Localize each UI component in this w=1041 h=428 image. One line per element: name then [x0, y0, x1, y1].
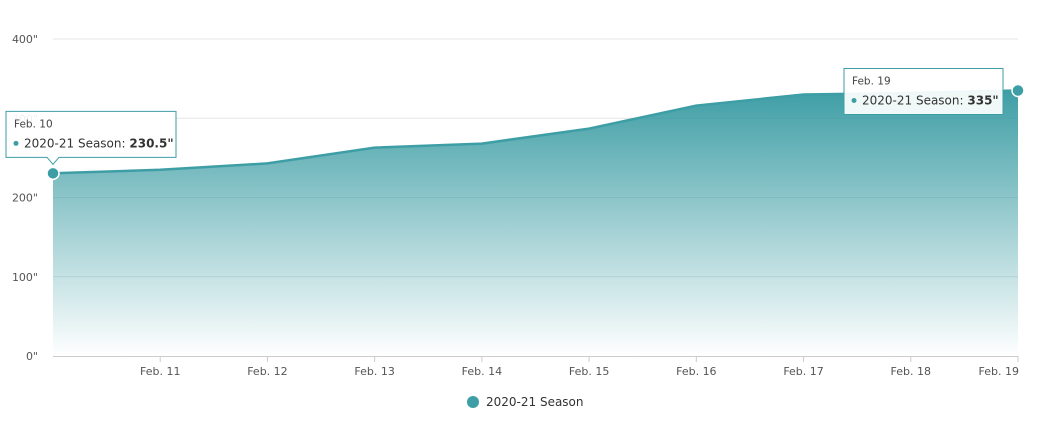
tooltip-date: Feb. 19 [852, 76, 891, 88]
legend-label: 2020-21 Season [486, 395, 584, 409]
x-tick-label: Feb. 18 [891, 365, 931, 378]
x-tick-label: Feb. 13 [354, 365, 394, 378]
tooltip-box [5, 110, 177, 166]
tooltip-box [843, 68, 1004, 116]
tooltip-series-label: 2020-21 Season: [862, 94, 967, 108]
y-tick-label: 0" [26, 350, 38, 363]
data-point-marker[interactable] [46, 166, 60, 181]
tooltip-series-dot [851, 98, 857, 104]
tooltip-series-dot [13, 140, 19, 146]
y-tick-label: 200" [12, 192, 38, 205]
series-markers [46, 83, 1025, 181]
x-tick-label: Feb. 14 [462, 365, 502, 378]
tooltips: Feb. 10 2020-21 Season: 230.5" Feb. 19 2020… [5, 68, 1004, 166]
x-axis-tick-labels: Feb. 11 Feb. 12 Feb. 13 Feb. 14 Feb. 15 Feb. … [140, 365, 1019, 378]
y-tick-label: 400" [12, 33, 38, 46]
tooltip-value-line: 2020-21 Season: 230.5" [24, 136, 174, 150]
series-area [52, 89, 1019, 356]
x-tick-label: Feb. 11 [140, 365, 180, 378]
tooltip: Feb. 19 2020-21 Season: 335" [843, 68, 1004, 116]
x-tick-label: Feb. 17 [783, 365, 823, 378]
x-tick-label: Feb. 16 [676, 365, 716, 378]
tooltip: Feb. 10 2020-21 Season: 230.5" [5, 110, 177, 166]
data-point-marker[interactable] [1011, 83, 1025, 98]
x-tick-label: Feb. 12 [247, 365, 287, 378]
tooltip-date: Feb. 10 [14, 118, 53, 130]
x-tick-label: Feb. 19 [979, 365, 1019, 378]
tooltip-series-label: 2020-21 Season: [24, 136, 129, 150]
x-tick-label: Feb. 15 [569, 365, 609, 378]
legend[interactable]: 2020-21 Season [467, 395, 584, 409]
tooltip-value: 230.5" [129, 136, 173, 150]
tooltip-value-line: 2020-21 Season: 335" [862, 94, 999, 108]
y-axis-tick-labels: 0"100"200"300"400" [12, 33, 38, 363]
legend-item[interactable]: 2020-21 Season [467, 395, 584, 409]
series-area-fill [53, 90, 1018, 356]
y-tick-label: 100" [12, 271, 38, 284]
x-axis [53, 356, 1019, 362]
tooltip-value: 335" [967, 94, 998, 108]
legend-symbol [467, 396, 479, 408]
